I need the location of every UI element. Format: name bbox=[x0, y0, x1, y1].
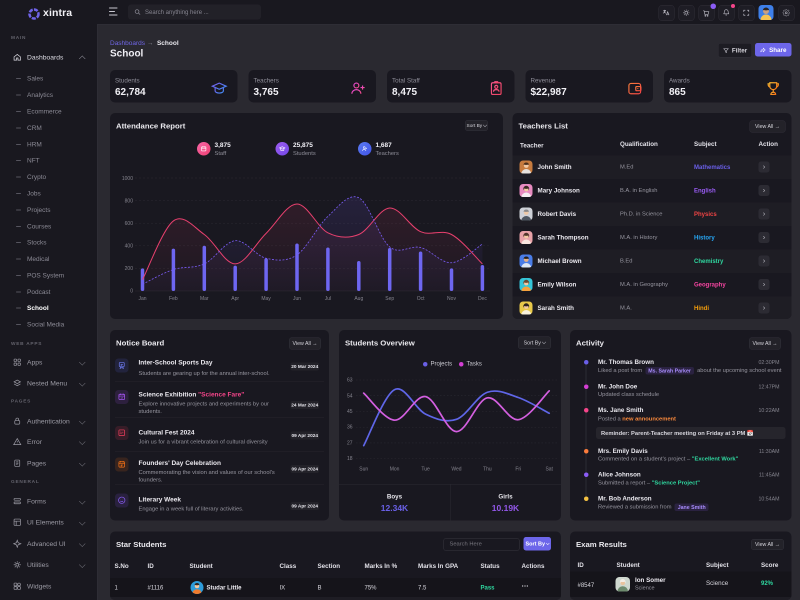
svg-text:A+: A+ bbox=[120, 431, 124, 435]
svg-text:600: 600 bbox=[125, 221, 134, 227]
svg-text:54: 54 bbox=[347, 393, 353, 399]
svg-text:Mon: Mon bbox=[390, 467, 400, 473]
svg-text:Jun: Jun bbox=[293, 296, 301, 302]
svg-text:Jan: Jan bbox=[138, 296, 146, 302]
svg-text:400: 400 bbox=[125, 244, 134, 250]
svg-text:Sep: Sep bbox=[385, 296, 394, 302]
svg-text:Fri: Fri bbox=[515, 467, 521, 473]
svg-text:Jul: Jul bbox=[325, 296, 331, 302]
svg-text:1000: 1000 bbox=[122, 176, 133, 182]
svg-text:17: 17 bbox=[120, 396, 123, 400]
svg-text:Apr: Apr bbox=[231, 296, 239, 302]
svg-text:0: 0 bbox=[130, 289, 133, 295]
svg-text:Feb: Feb bbox=[169, 296, 178, 302]
svg-text:200: 200 bbox=[125, 266, 134, 272]
svg-text:Nov: Nov bbox=[447, 296, 456, 302]
svg-text:18: 18 bbox=[347, 456, 353, 462]
svg-text:800: 800 bbox=[125, 198, 134, 204]
svg-text:36: 36 bbox=[347, 425, 353, 431]
svg-text:45: 45 bbox=[347, 409, 353, 415]
svg-text:Oct: Oct bbox=[417, 296, 425, 302]
svg-text:27: 27 bbox=[347, 440, 353, 446]
svg-text:Dec: Dec bbox=[478, 296, 487, 302]
svg-text:May: May bbox=[261, 296, 271, 302]
svg-text:Sun: Sun bbox=[359, 467, 368, 473]
svg-text:Mar: Mar bbox=[200, 296, 209, 302]
svg-text:Wed: Wed bbox=[451, 467, 461, 473]
svg-text:Aug: Aug bbox=[354, 296, 363, 302]
svg-text:Thu: Thu bbox=[483, 467, 492, 473]
svg-text:Sat: Sat bbox=[545, 467, 553, 473]
svg-text:63: 63 bbox=[347, 378, 353, 384]
svg-text:Tue: Tue bbox=[421, 467, 430, 473]
